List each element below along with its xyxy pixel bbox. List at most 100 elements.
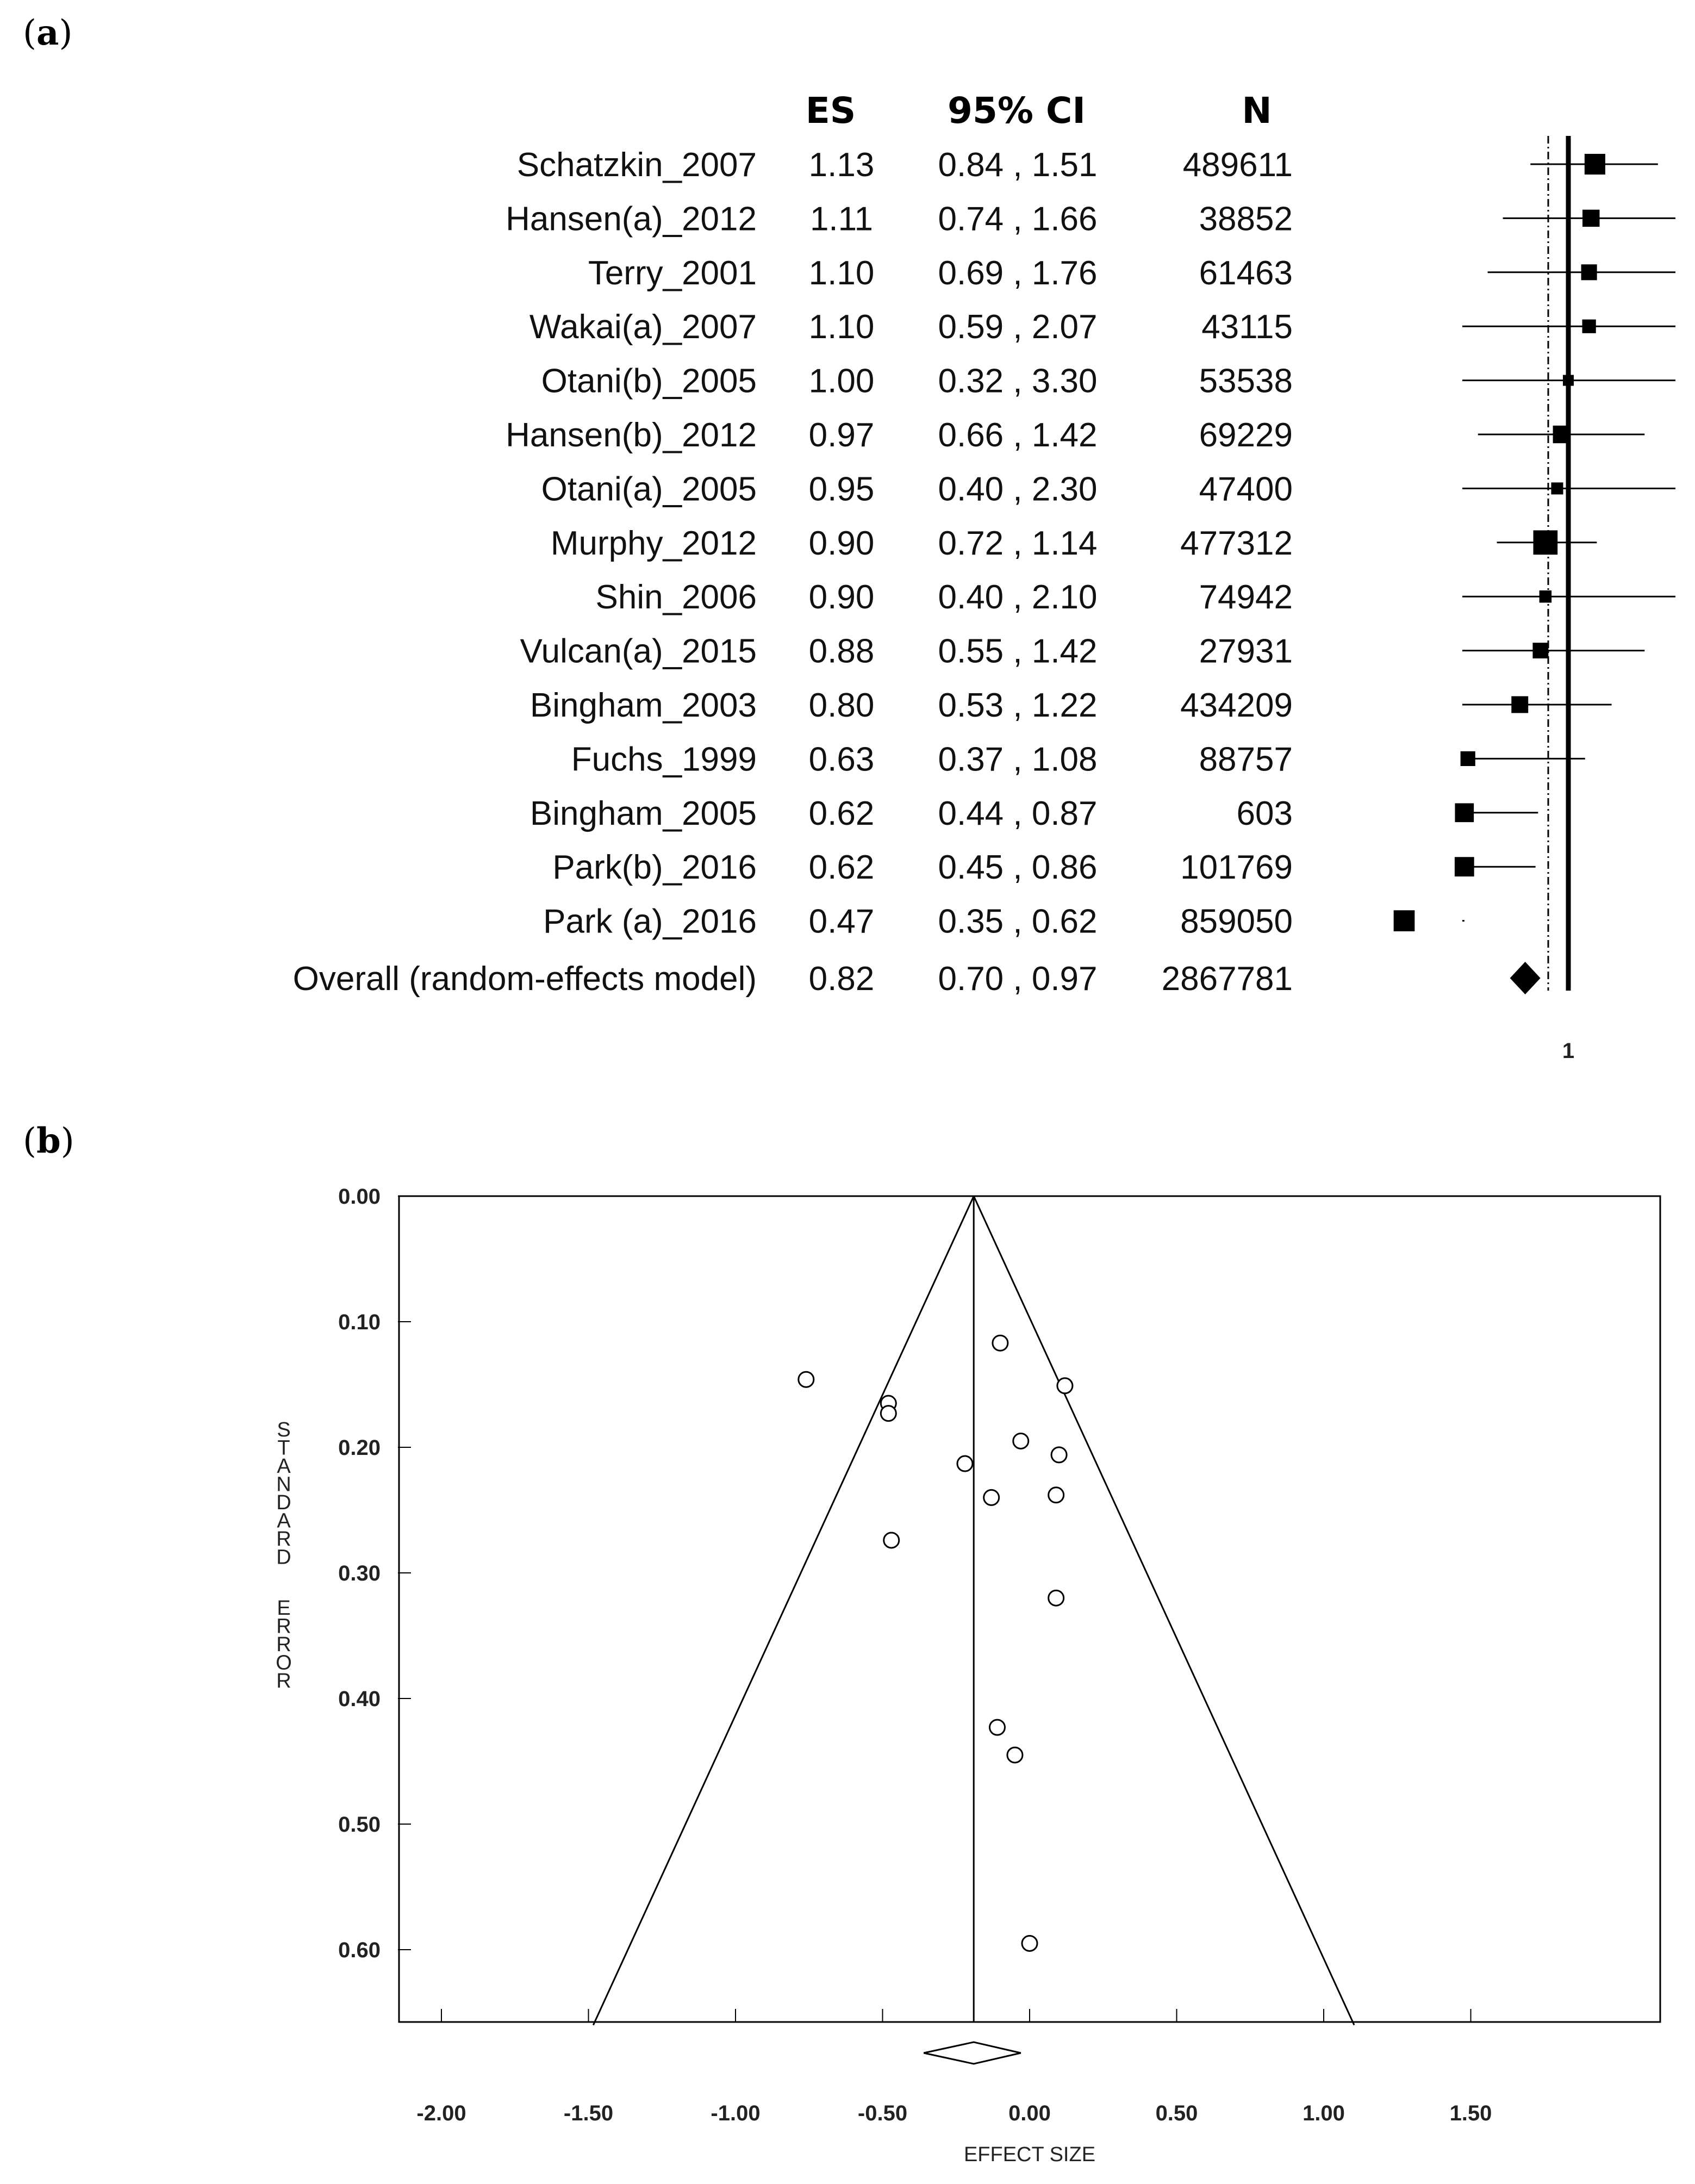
study-marker <box>1455 803 1474 823</box>
ci-value: 0.37 , 1.08 <box>938 741 1097 778</box>
column-header-n: N <box>1242 90 1272 132</box>
y-axis-title-letter: R <box>276 1670 291 1693</box>
study-marker <box>1393 910 1415 931</box>
ci-value: 0.66 , 1.42 <box>938 416 1097 454</box>
y-tick-label: 0.00 <box>338 1185 381 1209</box>
x-tick-label: -1.50 <box>564 2101 613 2125</box>
summary-diamond-group <box>923 2041 1021 2065</box>
n-value: 47400 <box>1199 470 1293 508</box>
es-value: 0.88 <box>809 633 875 670</box>
funnel-plot: 0.000.100.200.300.400.500.60 -2.00 -1.50-… <box>276 1185 1661 2166</box>
ci-value: 0.32 , 3.30 <box>938 363 1097 400</box>
data-point <box>988 1719 1006 1736</box>
es-value: 0.97 <box>809 416 875 454</box>
y-tick-label: 0.20 <box>338 1436 381 1460</box>
n-value: 2867781 <box>1162 960 1293 998</box>
y-tick-label: 0.50 <box>338 1813 381 1837</box>
x-tick-label: 0.50 <box>1156 2101 1198 2125</box>
study-marker <box>1532 643 1549 659</box>
n-value: 27931 <box>1199 633 1293 670</box>
study-name: Otani(a)_2005 <box>541 470 757 508</box>
panel-b-label: (b) <box>23 1121 74 1161</box>
summary-diamond <box>923 2041 1021 2065</box>
es-value: 0.47 <box>809 903 875 941</box>
ci-value: 0.70 , 0.97 <box>938 960 1097 998</box>
panel-a-label: (a) <box>23 13 72 53</box>
forest-rows: Schatzkin_2007 1.13 0.84 , 1.51 489611 Hanse… <box>293 146 1293 998</box>
es-value: 1.10 <box>809 254 875 292</box>
study-marker <box>1511 696 1529 713</box>
es-value: 1.11 <box>810 200 873 238</box>
n-value: 53538 <box>1199 363 1293 400</box>
study-name: Bingham_2003 <box>530 687 757 724</box>
es-value: 0.62 <box>809 795 875 832</box>
x-tick-label: 1.00 <box>1303 2101 1345 2125</box>
x-tick-label: -0.50 <box>858 2101 907 2125</box>
study-name: Park (a)_2016 <box>543 903 757 941</box>
funnel-lines <box>593 1196 1355 2026</box>
n-value: 101769 <box>1180 849 1293 886</box>
x-axis-ticks: -2.00 -1.50 -1.00 -0.50 0.00 0.50 1.00 1.50 <box>416 2009 1492 2125</box>
funnel-left-boundary <box>593 1196 975 2026</box>
panel-b-letter: b <box>36 1121 61 1161</box>
es-value: 0.90 <box>809 578 875 616</box>
data-point <box>1050 1446 1068 1464</box>
study-marker <box>1551 482 1563 495</box>
study-name: Otani(b)_2005 <box>541 363 757 400</box>
y-tick-label: 0.40 <box>338 1687 381 1711</box>
study-marker <box>1562 375 1574 386</box>
study-name: Murphy_2012 <box>551 525 757 562</box>
study-name: Hansen(b)_2012 <box>506 416 757 454</box>
ci-value: 0.44 , 0.87 <box>938 795 1097 832</box>
forest-plot: ES 95% CI N Schatzkin_2007 1.13 0.84 , 1.5… <box>293 90 1675 1063</box>
study-marker <box>1553 425 1571 444</box>
data-point <box>880 1405 897 1422</box>
study-name: Vulcan(a)_2015 <box>520 633 757 670</box>
study-marker <box>1582 209 1600 227</box>
ci-value: 0.40 , 2.30 <box>938 470 1097 508</box>
y-tick-label: 0.10 <box>338 1310 381 1334</box>
es-value: 0.82 <box>809 960 875 998</box>
es-value: 1.13 <box>809 146 875 184</box>
x-tick-label: -1.00 <box>711 2101 760 2125</box>
y-axis-title-letter: D <box>276 1491 291 1514</box>
plot-frame <box>398 1195 1661 2023</box>
y-axis-title-letter: D <box>276 1546 291 1569</box>
ci-value: 0.74 , 1.66 <box>938 200 1097 238</box>
y-axis-title-letter: R <box>276 1615 291 1638</box>
ci-value: 0.40 , 2.10 <box>938 578 1097 616</box>
data-point <box>1048 1486 1065 1504</box>
overall-label: Overall (random-effects model) <box>293 960 757 998</box>
data-point <box>983 1489 1000 1506</box>
study-name: Hansen(a)_2012 <box>506 200 757 238</box>
column-header-es: ES <box>806 90 856 132</box>
y-axis-title-letter: R <box>276 1633 291 1656</box>
data-point <box>1056 1377 1074 1395</box>
study-marker <box>1584 153 1605 175</box>
data-point <box>956 1455 974 1472</box>
data-point <box>1012 1432 1030 1449</box>
x-tick-label: 0.00 <box>1008 2101 1051 2125</box>
study-marker <box>1539 590 1552 603</box>
panel-a-letter: a <box>36 13 59 53</box>
data-point <box>797 1371 815 1388</box>
study-name: Fuchs_1999 <box>571 741 757 778</box>
es-value: 0.80 <box>809 687 875 724</box>
forest-marks <box>1393 136 1675 994</box>
n-value: 477312 <box>1180 525 1293 562</box>
study-name: Schatzkin_2007 <box>517 146 757 184</box>
es-value: 0.90 <box>809 525 875 562</box>
study-name: Shin_2006 <box>596 578 757 616</box>
ci-value: 0.53 , 1.22 <box>938 687 1097 724</box>
ci-value: 0.84 , 1.51 <box>938 146 1097 184</box>
y-axis-title-letter: A <box>277 1455 291 1478</box>
x-axis-title: EFFECT SIZE <box>964 2143 1095 2166</box>
y-tick-label: 0.60 <box>338 1938 381 1962</box>
y-axis-title-letter: E <box>277 1597 290 1620</box>
es-value: 0.63 <box>809 741 875 778</box>
n-value: 69229 <box>1199 416 1293 454</box>
x-tick-label: -2.00 <box>416 2101 466 2125</box>
study-name: Wakai(a)_2007 <box>529 308 757 346</box>
study-name: Park(b)_2016 <box>552 849 757 886</box>
